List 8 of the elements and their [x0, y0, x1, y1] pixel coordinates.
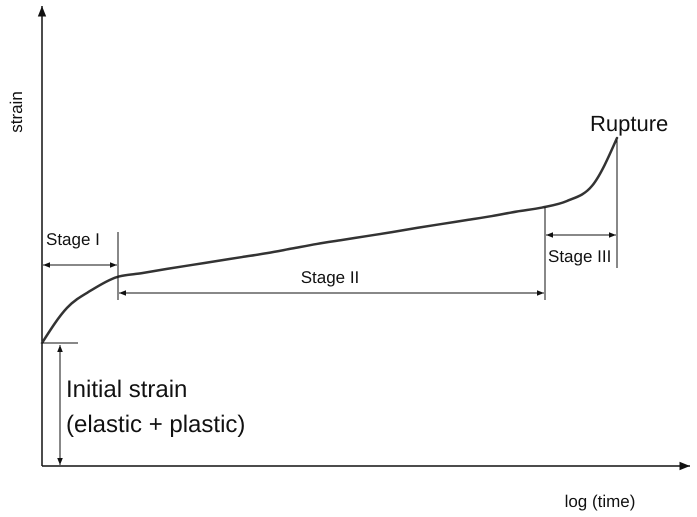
annotation: Initial strain — [66, 376, 188, 403]
x-axis-title: log (time) — [564, 492, 636, 511]
annotation: Stage I — [46, 230, 100, 249]
annotation: Stage II — [300, 268, 360, 287]
y-axis-title: strain — [7, 91, 26, 133]
annotation: Stage III — [548, 247, 612, 266]
annotation: (elastic + plastic) — [66, 411, 246, 438]
text: Rupture — [590, 111, 668, 136]
